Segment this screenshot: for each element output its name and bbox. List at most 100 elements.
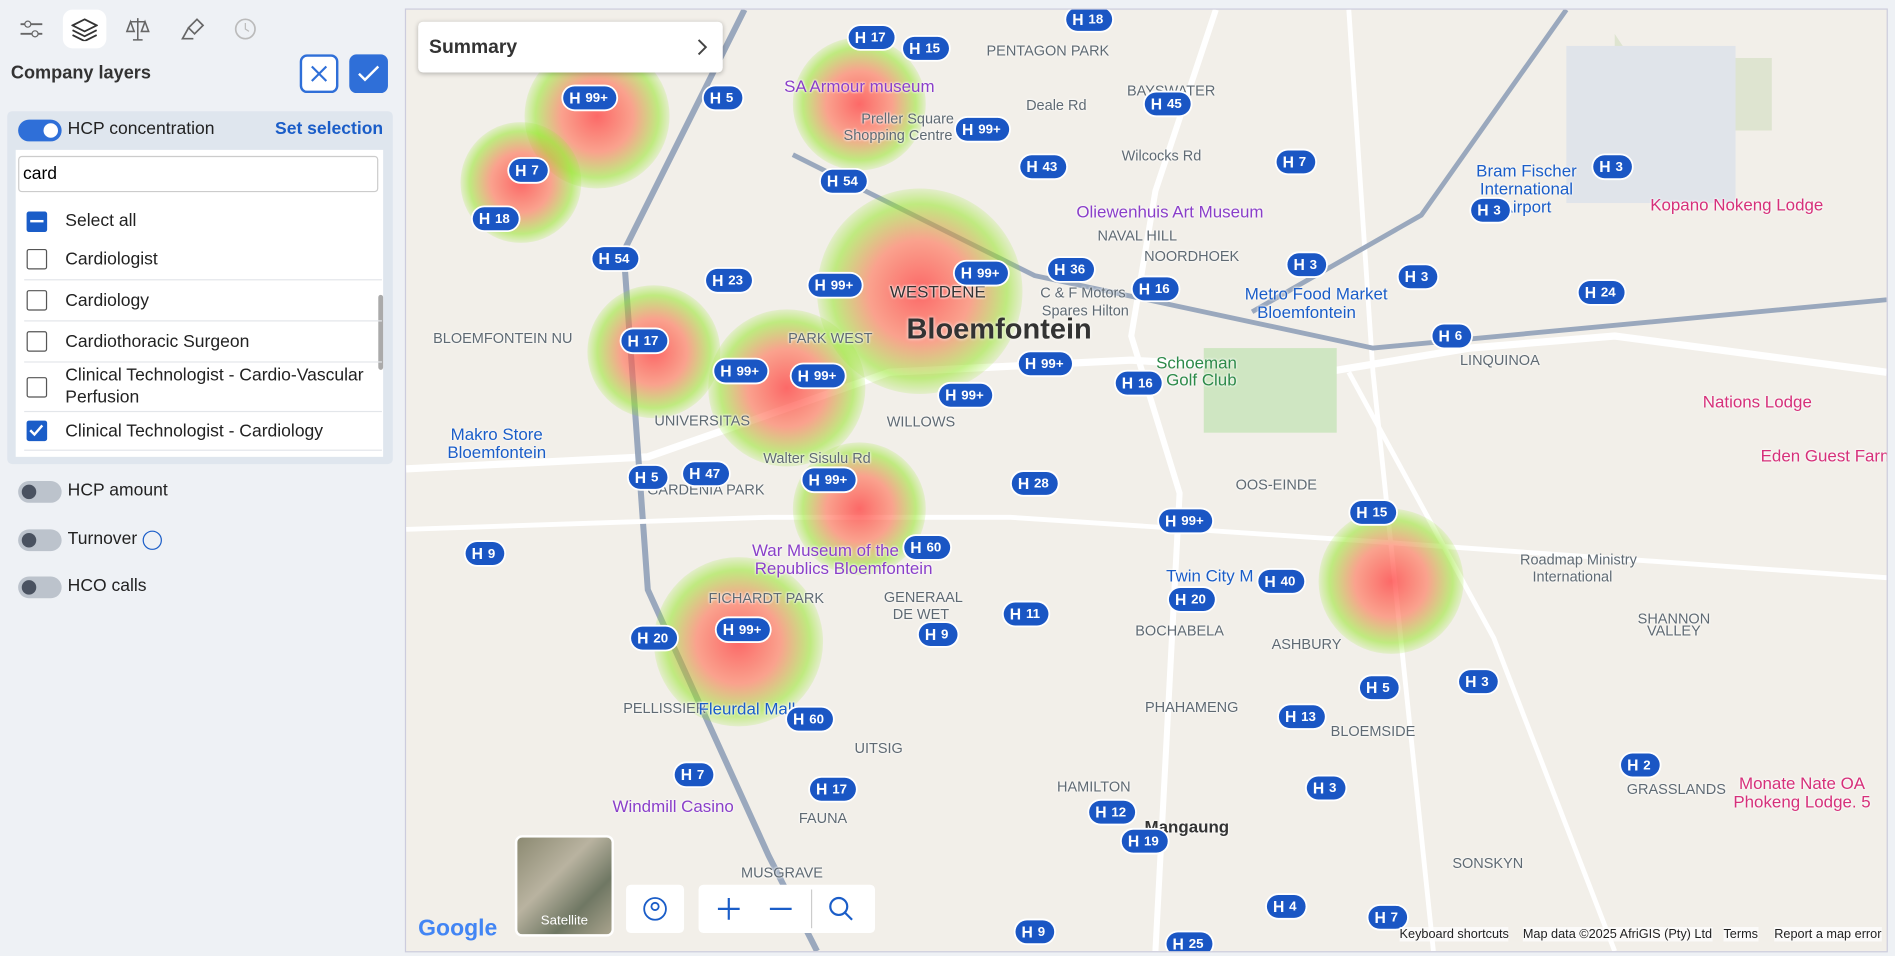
map-marker[interactable]: H 99+ <box>954 261 1009 285</box>
marker-icon: H <box>1264 572 1276 591</box>
map-marker[interactable]: H 36 <box>1048 258 1094 281</box>
option-checkbox[interactable] <box>26 290 48 311</box>
scrollbar[interactable] <box>378 234 384 452</box>
select-all-checkbox[interactable] <box>26 211 48 233</box>
map-marker[interactable]: H 99+ <box>808 273 862 297</box>
set-selection-link[interactable]: Set selection <box>275 119 384 139</box>
filters-tab[interactable] <box>10 10 54 49</box>
map-marker[interactable]: H 54 <box>592 247 638 271</box>
map-marker[interactable]: H 17 <box>848 25 895 49</box>
footer-link[interactable]: Report a map error <box>1774 926 1882 942</box>
history-tab[interactable] <box>225 10 269 49</box>
map-marker[interactable]: H 11 <box>1003 602 1049 626</box>
map-marker[interactable]: H 28 <box>1011 471 1058 495</box>
map-marker[interactable]: H 99+ <box>955 117 1010 141</box>
apply-button[interactable] <box>349 54 388 94</box>
option-checkbox[interactable] <box>26 376 48 398</box>
map-marker[interactable]: H 20 <box>631 626 677 650</box>
footer-link[interactable]: Map data ©2025 AfriGIS (Pty) Ltd <box>1522 926 1713 942</box>
map[interactable]: SA Armour museum Preller Square Shopping C… <box>404 8 1888 953</box>
option-row[interactable]: Cardiologist <box>24 239 382 281</box>
map-marker[interactable]: H 23 <box>706 268 752 292</box>
zoom-in[interactable] <box>717 897 741 921</box>
search-input[interactable]: card <box>18 155 379 193</box>
map-marker[interactable]: H 24 <box>1578 280 1625 304</box>
option-checkbox[interactable] <box>26 419 48 441</box>
draw-tab[interactable] <box>172 10 216 49</box>
layer-toggle[interactable] <box>18 481 62 503</box>
map-marker[interactable]: H 16 <box>1132 277 1179 301</box>
map-marker[interactable]: H 17 <box>809 777 856 801</box>
map-marker[interactable]: H 60 <box>787 707 833 731</box>
map-marker[interactable]: H 47 <box>683 462 729 486</box>
layers-tab[interactable] <box>62 9 107 49</box>
map-marker[interactable]: H 15 <box>1350 500 1396 524</box>
map-marker[interactable]: H 25 <box>1166 932 1213 952</box>
footer-link[interactable]: Terms <box>1723 926 1759 942</box>
footer-link[interactable]: Keyboard shortcuts <box>1399 926 1509 942</box>
map-marker[interactable]: H 12 <box>1089 800 1135 824</box>
layer-toggle[interactable] <box>18 119 62 142</box>
map-marker[interactable]: H 60 <box>904 536 950 559</box>
map-marker[interactable]: H 99+ <box>939 383 993 407</box>
map-marker[interactable]: H 54 <box>820 169 867 193</box>
layer-toggle[interactable] <box>18 529 62 552</box>
zoom-out[interactable] <box>769 897 793 921</box>
option-checkbox[interactable] <box>26 331 48 352</box>
map-marker[interactable]: H 43 <box>1020 155 1066 179</box>
map-marker[interactable]: H 40 <box>1258 569 1304 593</box>
map-marker[interactable]: H 99+ <box>1018 352 1073 376</box>
option-checkbox[interactable] <box>26 248 48 270</box>
map-marker[interactable]: H 99+ <box>563 86 617 110</box>
map-marker[interactable]: H 99+ <box>716 618 770 642</box>
satellite-toggle[interactable]: Satellite <box>514 835 614 937</box>
divider <box>810 889 813 929</box>
summary-panel[interactable]: Summary <box>418 21 723 73</box>
compare-tab[interactable] <box>116 10 160 49</box>
map-label: GARDENIA PARK <box>647 481 765 498</box>
map-marker[interactable]: H 15 <box>903 36 949 60</box>
cancel-button[interactable] <box>299 54 339 94</box>
locate-button[interactable] <box>626 884 685 934</box>
map-marker[interactable]: H 17 <box>621 329 667 353</box>
map-marker[interactable]: H 18 <box>1066 9 1112 31</box>
map-marker[interactable]: H 45 <box>1144 92 1191 116</box>
layer-toggle[interactable] <box>18 576 62 599</box>
map-marker[interactable]: H 16 <box>1115 371 1162 395</box>
option-row[interactable]: Clinical Technologist - Cardiology <box>24 411 382 451</box>
info-icon[interactable] <box>142 530 162 550</box>
map-marker[interactable]: H 18 <box>472 207 519 231</box>
search-map[interactable] <box>828 896 855 923</box>
option-row[interactable]: Clinical Technologist - Cardio-Vascular … <box>24 363 382 413</box>
map-marker[interactable]: H 13 <box>1278 705 1325 729</box>
map-label: WESTDENE <box>889 281 986 301</box>
option-row[interactable]: Cardiology <box>24 280 382 322</box>
map-marker[interactable]: H 20 <box>1168 587 1215 611</box>
map-marker[interactable]: H 99+ <box>1159 509 1213 533</box>
map-marker[interactable]: H 99+ <box>802 468 856 492</box>
icon <box>358 65 380 82</box>
option-row[interactable]: Cardiothoracic Surgeon <box>24 321 382 363</box>
map-marker[interactable]: H 19 <box>1121 829 1168 853</box>
map-marker[interactable]: H 99+ <box>714 359 768 383</box>
map-marker[interactable]: H 99+ <box>791 364 845 388</box>
